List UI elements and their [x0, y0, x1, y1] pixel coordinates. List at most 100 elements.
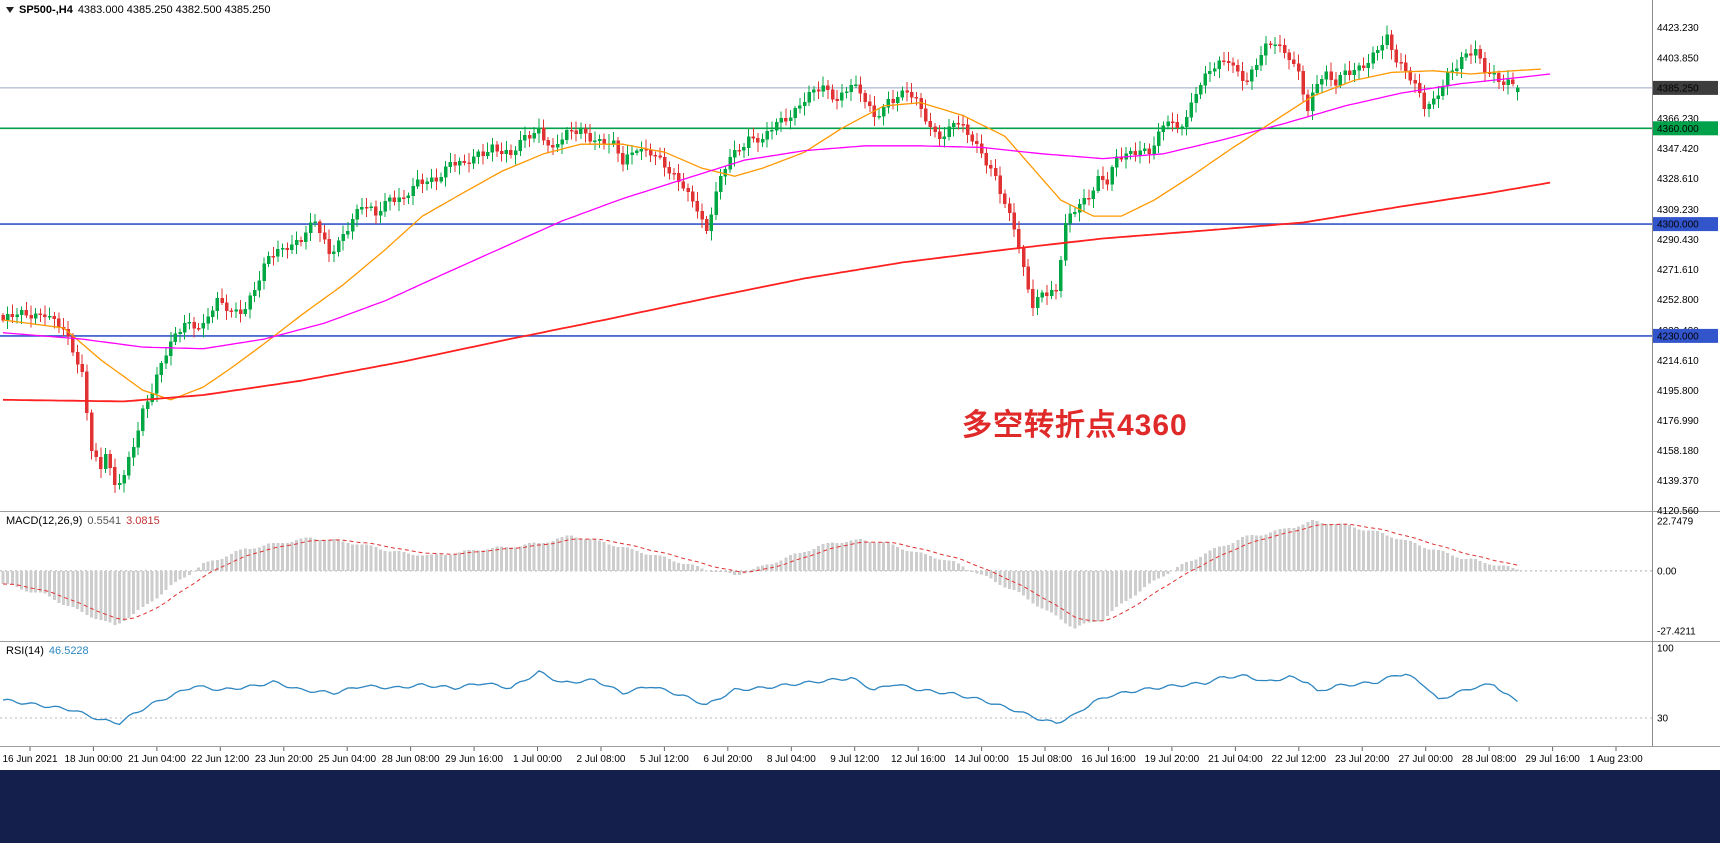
candle-body — [117, 482, 122, 486]
symbol-dropdown-icon[interactable] — [6, 7, 14, 13]
candle-body — [635, 150, 639, 153]
candle-body — [224, 302, 229, 312]
candle-body — [970, 134, 975, 142]
time-axis-label: 22 Jul 12:00 — [1272, 754, 1327, 765]
candle-body — [99, 456, 103, 469]
candle-body — [1268, 43, 1273, 46]
candle-body — [975, 141, 979, 144]
candle-body — [1511, 79, 1515, 84]
candle-body — [951, 122, 956, 127]
candle-body — [1059, 259, 1063, 291]
candle-body — [1324, 71, 1329, 80]
candle-body — [1352, 70, 1357, 75]
candle-body — [1431, 98, 1436, 105]
candle-body — [415, 179, 420, 187]
candle-body — [714, 191, 718, 215]
candle-body — [5, 313, 10, 321]
candle-body — [1217, 60, 1222, 69]
candle-body — [546, 139, 550, 146]
candle-body — [816, 89, 821, 92]
candle-body — [858, 84, 863, 94]
time-axis-label: 1 Jul 00:00 — [513, 754, 562, 765]
candle-body — [360, 206, 364, 210]
time-axis-label: 29 Jul 16:00 — [1525, 754, 1580, 765]
candle-body — [1273, 44, 1277, 46]
candle-body — [532, 132, 536, 139]
price-axis-label: 4214.610 — [1657, 356, 1699, 367]
candle-body — [1222, 60, 1226, 62]
candle-body — [327, 238, 331, 255]
candle-body — [1287, 52, 1291, 61]
candle-body — [33, 313, 38, 319]
candle-body — [742, 147, 746, 151]
price-panel — [0, 25, 1652, 493]
candle-body — [1012, 212, 1016, 230]
candle-body — [1343, 70, 1347, 76]
price-axis-label: 4366.230 — [1657, 114, 1699, 125]
candle-body — [1441, 86, 1445, 96]
candle-body — [397, 197, 401, 203]
rsi-label: RSI(14) — [6, 645, 44, 657]
candle-body — [774, 122, 779, 131]
chart-canvas[interactable]: 4423.230 4403.850 4366.230 4347.420 4328.610… — [0, 0, 1720, 770]
candle-body — [262, 263, 266, 281]
candle-body — [155, 374, 159, 394]
candle-body — [443, 166, 448, 178]
time-axis-label: 1 Aug 23:00 — [1589, 754, 1643, 765]
candle-body — [15, 314, 19, 317]
candle-body — [807, 92, 811, 103]
candle-body — [1408, 70, 1413, 81]
candle-body — [392, 197, 397, 203]
price-axis-label: 4252.800 — [1657, 295, 1699, 306]
candle-body — [504, 150, 509, 155]
candle-body — [672, 172, 676, 175]
candle-body — [476, 151, 481, 157]
price-tag — [1653, 121, 1718, 136]
price-tag-label: 4230.000 — [1657, 331, 1699, 342]
candle-body — [942, 136, 947, 140]
candle-body — [1035, 296, 1040, 308]
candle-body — [1240, 70, 1245, 82]
candle-body — [439, 177, 443, 182]
candle-body — [1091, 190, 1096, 200]
rsi-title: RSI(14) 46.5228 — [6, 645, 89, 657]
candle-body — [308, 222, 313, 233]
candle-body — [122, 474, 126, 484]
price-tag — [1653, 328, 1718, 343]
candle-body — [993, 167, 998, 176]
candle-body — [355, 209, 359, 220]
candle-body — [406, 195, 411, 199]
time-axis-label: 22 Jun 12:00 — [191, 754, 249, 765]
candle-body — [178, 332, 182, 334]
candle-body — [1394, 49, 1399, 63]
candle-body — [756, 137, 760, 143]
candle-body — [826, 85, 830, 90]
candle-body — [318, 221, 322, 233]
macd-main-value: 0.5541 — [87, 515, 122, 527]
candle-body — [868, 101, 872, 107]
time-axis-label: 29 Jun 16:00 — [445, 754, 503, 765]
candle-body — [1264, 43, 1268, 56]
candle-body — [1464, 53, 1468, 58]
price-tag-label: 4360.000 — [1657, 124, 1699, 135]
candle-body — [313, 221, 317, 224]
candle-body — [1054, 290, 1058, 292]
candle-body — [266, 255, 271, 264]
candle-body — [280, 248, 285, 250]
time-axis[interactable]: 16 Jun 2021 18 Jun 00:00 21 Jun 04:00 22 Ju… — [2, 747, 1643, 765]
rsi-line — [2, 670, 1518, 726]
candle-body — [1413, 80, 1417, 84]
candle-body — [854, 84, 858, 87]
candle-body — [173, 333, 178, 342]
price-axis-label: 4139.370 — [1657, 476, 1699, 487]
candle-body — [1278, 44, 1282, 46]
price-axis-label: 4309.230 — [1657, 205, 1699, 216]
candle-body — [210, 310, 215, 317]
candle-body — [1310, 92, 1315, 111]
time-axis-label: 28 Jul 08:00 — [1462, 754, 1517, 765]
candle-body — [821, 85, 825, 92]
candle-body — [840, 92, 844, 101]
candle-body — [881, 106, 886, 117]
price-axis-label: 4195.800 — [1657, 386, 1699, 397]
candle-body — [1375, 49, 1380, 53]
